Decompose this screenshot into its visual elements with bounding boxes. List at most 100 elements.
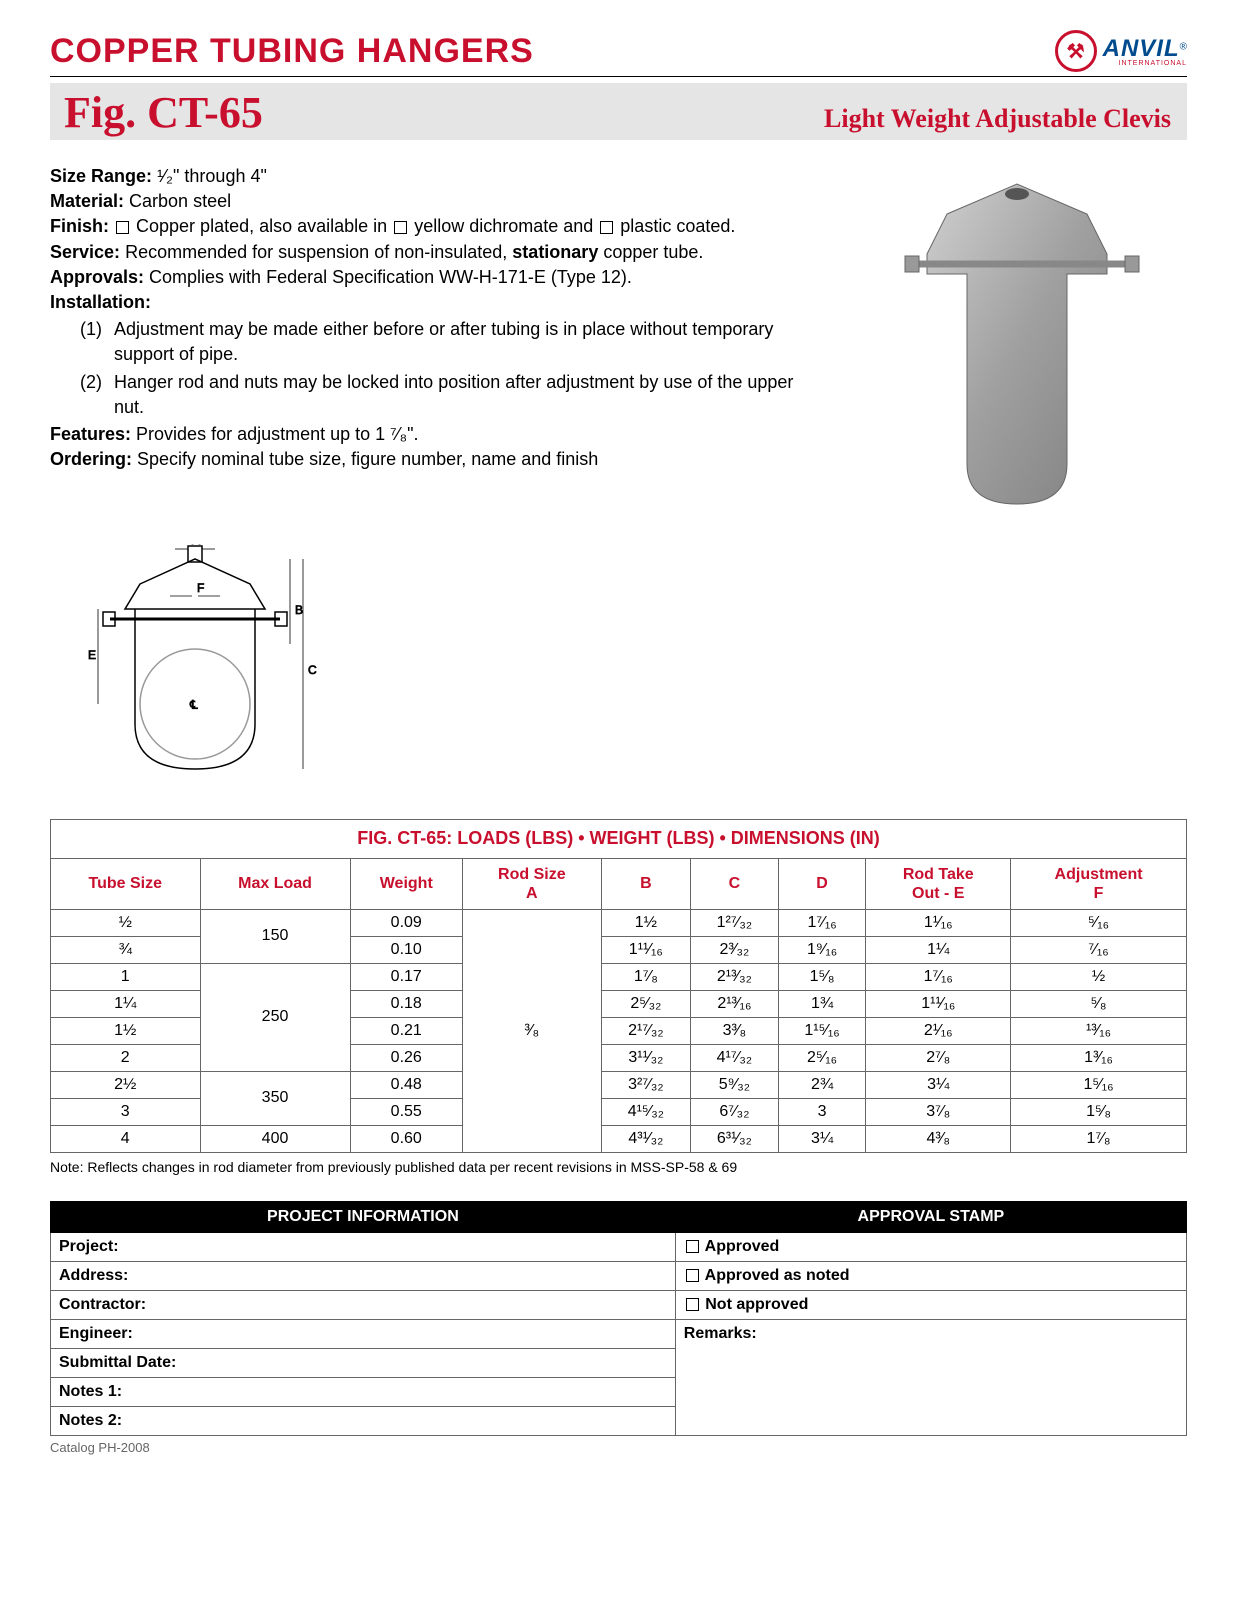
svg-text:A: A: [192, 544, 200, 547]
spec-cell: 2: [51, 1044, 201, 1071]
project-row: Project: Approved: [51, 1232, 1187, 1261]
spec-cell: 1¹⁵⁄₁₆: [778, 1017, 866, 1044]
spec-column-header: Rod TakeOut - E: [866, 858, 1011, 909]
spec-cell: 2¹³⁄₃₂: [690, 963, 778, 990]
spec-cell: 4³¹⁄₃₂: [601, 1125, 690, 1152]
spec-cell: 2¾: [778, 1071, 866, 1098]
spec-cell: 4¹⁷⁄₃₂: [690, 1044, 778, 1071]
spec-row: 2½3500.483²⁷⁄₃₂5⁹⁄₃₂2¾3¼1⁵⁄₁₆: [51, 1071, 1187, 1098]
svg-text:E: E: [88, 648, 96, 662]
spec-cell: ¾: [51, 936, 201, 963]
spec-cell: 1⁷⁄₁₆: [866, 963, 1011, 990]
product-image: [847, 164, 1187, 514]
approval-stamp-header: APPROVAL STAMP: [675, 1201, 1186, 1232]
spec-column-header: D: [778, 858, 866, 909]
svg-text:C: C: [308, 663, 317, 677]
install-1-text: Adjustment may be made either before or …: [114, 317, 827, 367]
spec-cell: 0.10: [350, 936, 462, 963]
spec-cell: 0.21: [350, 1017, 462, 1044]
ordering-label: Ordering:: [50, 449, 132, 469]
spec-cell: ½: [1011, 963, 1187, 990]
size-range-value: ¹⁄₂" through 4": [152, 166, 267, 186]
spec-cell: 4¹⁵⁄₃₂: [601, 1098, 690, 1125]
checkbox-icon: [600, 221, 613, 234]
approval-option: Not approved: [675, 1290, 1186, 1319]
spec-cell: ⁷⁄₁₆: [1011, 936, 1187, 963]
spec-cell: 2¹⁄₁₆: [866, 1017, 1011, 1044]
spec-column-header: C: [690, 858, 778, 909]
project-info-table: PROJECT INFORMATION APPROVAL STAMP Proje…: [50, 1201, 1187, 1436]
project-row: Engineer:Remarks:: [51, 1319, 1187, 1348]
project-field: Project:: [51, 1232, 676, 1261]
spec-cell: 0.09: [350, 909, 462, 936]
spec-cell: 1¹⁄₁₆: [866, 909, 1011, 936]
spec-cell: 1⁵⁄₈: [1011, 1098, 1187, 1125]
spec-cell: 1⁷⁄₁₆: [778, 909, 866, 936]
installation-list: (1)Adjustment may be made either before …: [50, 317, 827, 420]
remarks-field: Remarks:: [675, 1319, 1186, 1435]
spec-column-header: Tube Size: [51, 858, 201, 909]
spec-cell: 0.18: [350, 990, 462, 1017]
svg-text:B: B: [295, 603, 303, 617]
features-value: Provides for adjustment up to 1 ⁷⁄₈".: [131, 424, 419, 444]
checkbox-icon: [394, 221, 407, 234]
spec-cell: 1⁵⁄₁₆: [1011, 1071, 1187, 1098]
brand-logo: ⚒ ANVIL® INTERNATIONAL: [1055, 30, 1187, 72]
spec-cell: 1³⁄₁₆: [1011, 1044, 1187, 1071]
spec-cell: 1⁵⁄₈: [778, 963, 866, 990]
catalog-note: Catalog PH-2008: [50, 1440, 1187, 1455]
spec-cell: 2¹³⁄₁₆: [690, 990, 778, 1017]
service-bold: stationary: [512, 242, 598, 262]
project-field: Engineer:: [51, 1319, 676, 1348]
finish-label: Finish:: [50, 216, 109, 236]
spec-cell: 4³⁄₈: [866, 1125, 1011, 1152]
description-column: Size Range: ¹⁄₂" through 4" Material: Ca…: [50, 164, 827, 514]
checkbox-icon: [116, 221, 129, 234]
anvil-icon: ⚒: [1055, 30, 1097, 72]
spec-cell: 400: [200, 1125, 350, 1152]
install-2-num: (2): [80, 370, 102, 420]
spec-cell: 2⁷⁄₈: [866, 1044, 1011, 1071]
spec-column-header: Weight: [350, 858, 462, 909]
spec-cell: 3: [51, 1098, 201, 1125]
figure-number: Fig. CT-65: [64, 87, 263, 138]
spec-cell: 3¼: [866, 1071, 1011, 1098]
finish-opt2: yellow dichromate and: [409, 216, 598, 236]
spec-column-header: Rod SizeA: [462, 858, 601, 909]
approvals-label: Approvals:: [50, 267, 144, 287]
spec-cell: 1⁷⁄₈: [1011, 1125, 1187, 1152]
svg-text:F: F: [197, 581, 204, 595]
spec-cell: 2¹⁷⁄₃₂: [601, 1017, 690, 1044]
spec-cell: 1¼: [51, 990, 201, 1017]
product-name: Light Weight Adjustable Clevis: [824, 104, 1171, 134]
spec-column-header: B: [601, 858, 690, 909]
checkbox-icon: [686, 1240, 699, 1253]
project-field: Address:: [51, 1261, 676, 1290]
spec-row: ½1500.09³⁄₈1½1²⁷⁄₃₂1⁷⁄₁₆1¹⁄₁₆⁵⁄₁₆: [51, 909, 1187, 936]
spec-cell: 3: [778, 1098, 866, 1125]
spec-cell: 1½: [601, 909, 690, 936]
spec-cell: 1⁷⁄₈: [601, 963, 690, 990]
spec-cell: 250: [200, 963, 350, 1071]
title-bar: Fig. CT-65 Light Weight Adjustable Clevi…: [50, 83, 1187, 140]
finish-opt3: plastic coated.: [615, 216, 735, 236]
project-row: Address: Approved as noted: [51, 1261, 1187, 1290]
spec-cell: 1⁹⁄₁₆: [778, 936, 866, 963]
finish-pre: [109, 216, 114, 236]
checkbox-icon: [686, 1298, 699, 1311]
page-header: COPPER TUBING HANGERS ⚒ ANVIL® INTERNATI…: [50, 30, 1187, 77]
checkbox-icon: [686, 1269, 699, 1282]
size-range-label: Size Range:: [50, 166, 152, 186]
spec-cell: 2³⁄₃₂: [690, 936, 778, 963]
spec-cell: 1¹¹⁄₁₆: [601, 936, 690, 963]
service-post: copper tube.: [598, 242, 703, 262]
spec-cell: ⁵⁄₈: [1011, 990, 1187, 1017]
content-section: Size Range: ¹⁄₂" through 4" Material: Ca…: [50, 164, 1187, 514]
technical-diagram: A B C E F ℄: [70, 544, 1187, 799]
spec-cell: 6³¹⁄₃₂: [690, 1125, 778, 1152]
spec-cell: 3²⁷⁄₃₂: [601, 1071, 690, 1098]
spec-cell: 3¹¹⁄₃₂: [601, 1044, 690, 1071]
project-row: Contractor: Not approved: [51, 1290, 1187, 1319]
spec-cell: 1½: [51, 1017, 201, 1044]
spec-cell: 0.60: [350, 1125, 462, 1152]
